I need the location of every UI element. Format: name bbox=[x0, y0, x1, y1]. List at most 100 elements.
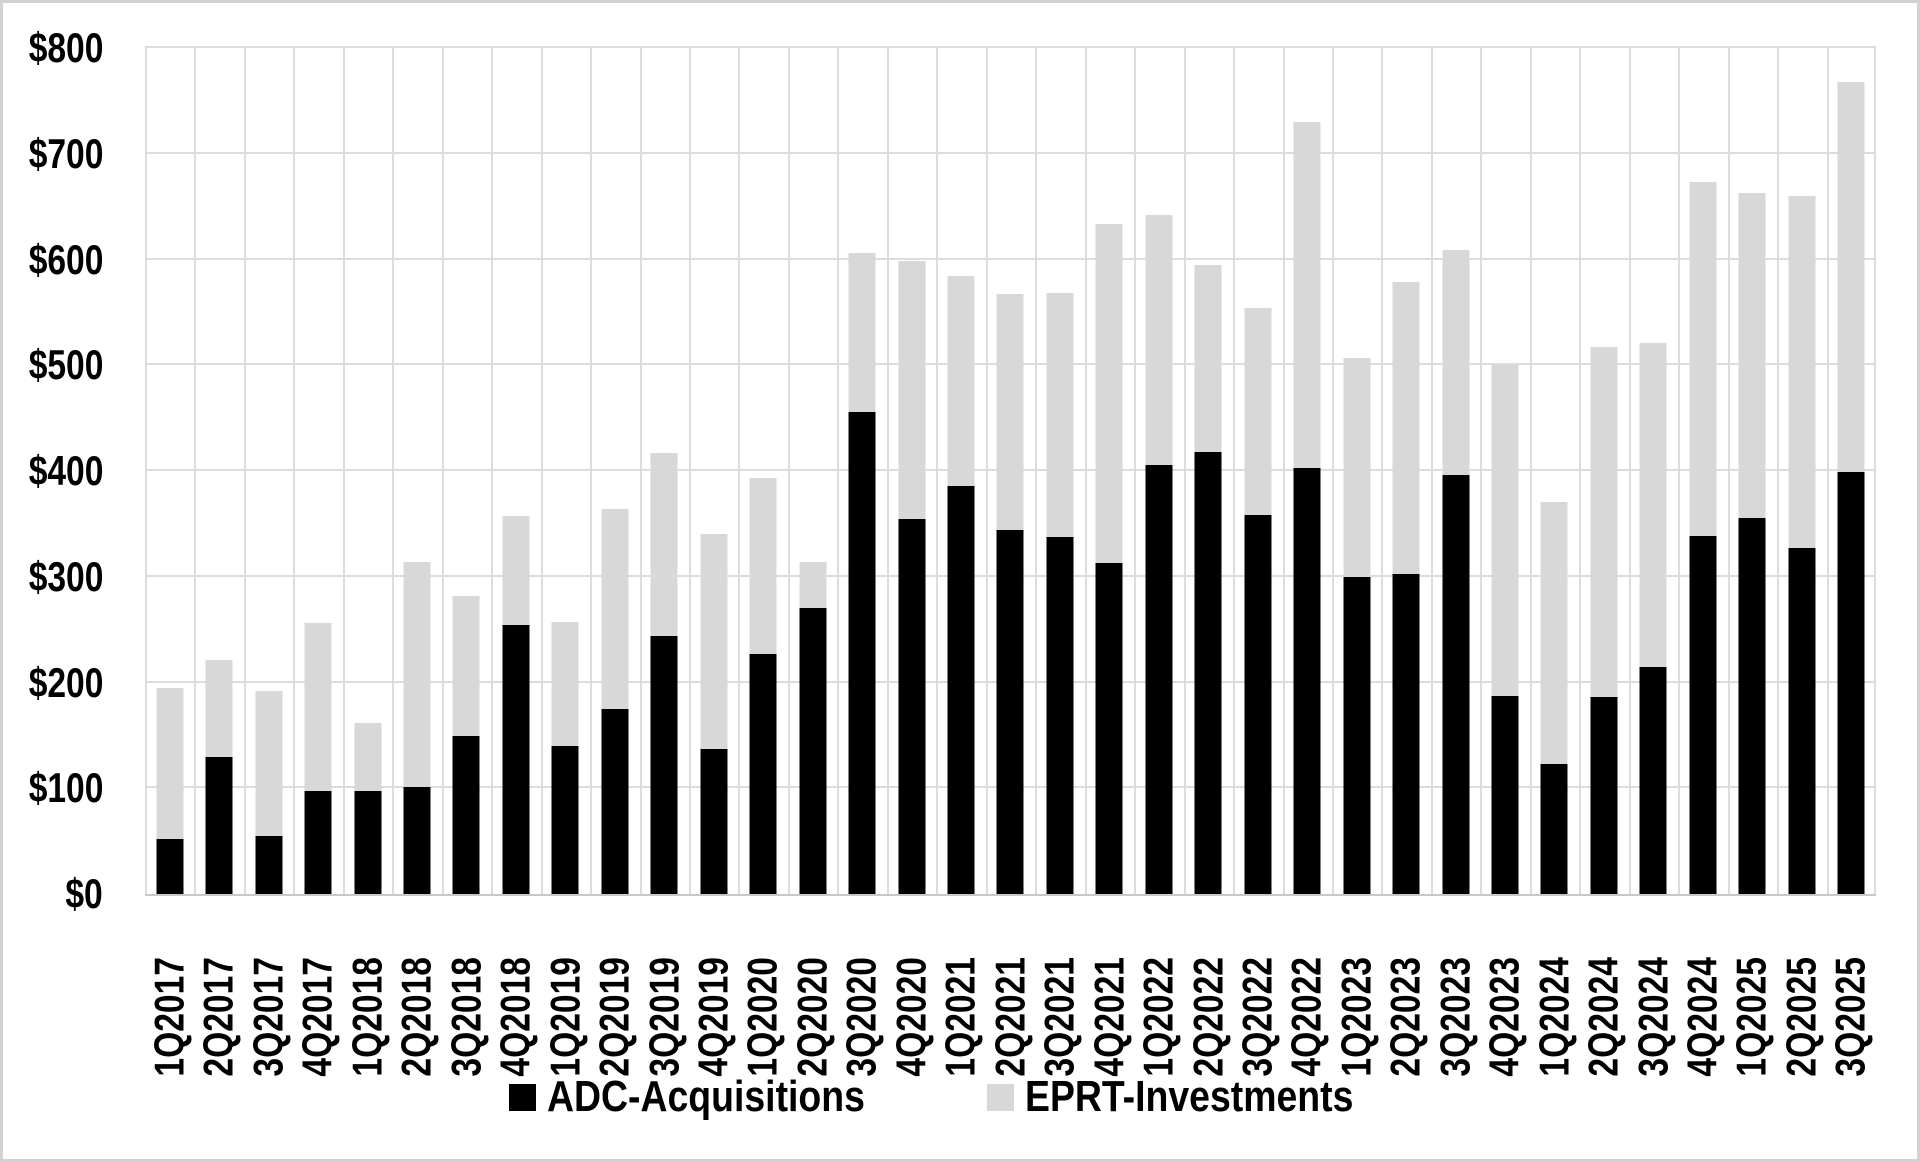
category-cell bbox=[1777, 48, 1826, 894]
vertical-gridline bbox=[1381, 48, 1383, 894]
vertical-gridline bbox=[442, 48, 444, 894]
vertical-gridline bbox=[1233, 48, 1235, 894]
x-tick-label: 2Q2021 bbox=[986, 957, 1034, 1077]
bar-1Q2017 bbox=[156, 687, 184, 894]
bar-segment-adc-acquisitions bbox=[255, 835, 283, 894]
bar-segment-eprt-investments bbox=[1095, 223, 1123, 564]
bar-1Q2022 bbox=[1145, 215, 1173, 894]
x-tick-label: 2Q2018 bbox=[392, 957, 440, 1077]
bar-segment-eprt-investments bbox=[156, 687, 184, 840]
bar-segment-adc-acquisitions bbox=[205, 756, 233, 894]
y-tick-label: $800 bbox=[28, 24, 103, 71]
x-tick-label: 1Q2018 bbox=[343, 957, 391, 1077]
category-cell bbox=[640, 48, 689, 894]
bar-4Q2017 bbox=[304, 623, 332, 894]
bar-segment-eprt-investments bbox=[452, 595, 480, 737]
bar-2Q2019 bbox=[601, 509, 629, 894]
bar-3Q2019 bbox=[650, 453, 678, 894]
y-tick-label: $200 bbox=[28, 658, 103, 706]
y-tick-label: $300 bbox=[28, 552, 103, 600]
x-axis-labels: 1Q2017 2Q2017 3Q2017 4Q2017 1Q2018 2Q2018 3Q20… bbox=[145, 906, 1876, 1077]
bar-segment-eprt-investments bbox=[1442, 250, 1469, 476]
y-tick-label: $0 bbox=[65, 870, 103, 917]
bar-4Q2021 bbox=[1095, 223, 1123, 894]
x-tick-label: 4Q2019 bbox=[689, 957, 737, 1077]
category-cell bbox=[293, 48, 342, 894]
x-tick-label: 1Q2023 bbox=[1332, 957, 1380, 1077]
category-cell bbox=[1035, 48, 1084, 894]
bar-3Q2020 bbox=[848, 253, 876, 894]
x-tick-label: 3Q2018 bbox=[442, 957, 490, 1077]
bar-segment-adc-acquisitions bbox=[1738, 517, 1766, 894]
category-cell bbox=[1728, 48, 1777, 894]
bar-segment-adc-acquisitions bbox=[1639, 666, 1667, 894]
x-tick-label: 1Q2019 bbox=[541, 957, 589, 1077]
bar-4Q2018 bbox=[502, 516, 530, 894]
bar-2Q2025 bbox=[1788, 196, 1816, 894]
y-tick-label: $700 bbox=[28, 129, 103, 177]
bar-4Q2024 bbox=[1689, 182, 1717, 894]
x-tick-label: 3Q2017 bbox=[244, 957, 292, 1077]
bar-segment-eprt-investments bbox=[1738, 192, 1766, 518]
y-tick-label: $400 bbox=[28, 447, 103, 494]
category-cell bbox=[837, 48, 886, 894]
vertical-gridline bbox=[343, 48, 345, 894]
x-tick-label: 4Q2024 bbox=[1678, 957, 1726, 1077]
x-tick-label: 1Q2017 bbox=[145, 957, 193, 1077]
bar-3Q2017 bbox=[255, 690, 283, 894]
bar-segment-adc-acquisitions bbox=[354, 791, 382, 894]
vertical-gridline bbox=[1678, 48, 1680, 894]
category-cell bbox=[1085, 48, 1134, 894]
bar-segment-eprt-investments bbox=[1788, 196, 1816, 549]
x-tick-label: 3Q2023 bbox=[1431, 957, 1479, 1077]
bar-segment-adc-acquisitions bbox=[551, 745, 579, 894]
bar-segment-adc-acquisitions bbox=[1046, 536, 1074, 894]
x-tick-label: 1Q2020 bbox=[739, 957, 787, 1077]
vertical-gridline bbox=[837, 48, 839, 894]
bar-segment-adc-acquisitions bbox=[799, 608, 827, 894]
bar-segment-eprt-investments bbox=[1194, 264, 1222, 452]
x-tick-label: 2Q2017 bbox=[195, 957, 243, 1077]
bar-segment-adc-acquisitions bbox=[848, 411, 876, 894]
bar-cells bbox=[145, 48, 1876, 894]
vertical-gridline bbox=[541, 48, 543, 894]
bar-segment-adc-acquisitions bbox=[156, 839, 184, 894]
horizontal-gridline bbox=[145, 151, 1876, 154]
bar-segment-adc-acquisitions bbox=[403, 787, 431, 894]
category-cell bbox=[442, 48, 491, 894]
x-tick-label: 3Q2022 bbox=[1233, 957, 1281, 1077]
x-tick-label: 2Q2020 bbox=[788, 957, 836, 1077]
x-tick-label: 1Q2025 bbox=[1728, 957, 1776, 1077]
bar-4Q2020 bbox=[898, 260, 926, 894]
bar-segment-adc-acquisitions bbox=[1392, 573, 1420, 894]
bar-segment-eprt-investments bbox=[749, 478, 777, 654]
x-tick-label: 2Q2019 bbox=[590, 957, 638, 1077]
vertical-gridline bbox=[244, 48, 246, 894]
y-tick-label: $100 bbox=[28, 764, 103, 812]
x-tick-label: 4Q2018 bbox=[491, 957, 539, 1077]
bar-segment-eprt-investments bbox=[1145, 215, 1173, 465]
category-cell bbox=[244, 48, 293, 894]
bar-segment-eprt-investments bbox=[1293, 122, 1321, 468]
x-tick-label: 2Q2025 bbox=[1777, 957, 1825, 1077]
bar-4Q2019 bbox=[700, 534, 728, 894]
x-tick-label: 1Q2021 bbox=[936, 957, 984, 1077]
bar-2Q2020 bbox=[799, 561, 827, 894]
bar-2Q2018 bbox=[403, 561, 431, 894]
bar-3Q2021 bbox=[1046, 293, 1074, 894]
legend-swatch bbox=[986, 1083, 1014, 1111]
x-tick-label: 3Q2020 bbox=[838, 957, 886, 1077]
bar-segment-adc-acquisitions bbox=[898, 518, 926, 894]
bar-segment-eprt-investments bbox=[354, 722, 382, 792]
category-cell bbox=[887, 48, 936, 894]
category-cell bbox=[788, 48, 837, 894]
vertical-gridline bbox=[887, 48, 889, 894]
x-tick-label: 4Q2021 bbox=[1085, 957, 1133, 1077]
bar-2Q2022 bbox=[1194, 264, 1222, 894]
category-cell bbox=[1579, 48, 1628, 894]
bar-3Q2023 bbox=[1442, 250, 1469, 894]
category-cell bbox=[1134, 48, 1183, 894]
x-tick-label: 4Q2017 bbox=[294, 957, 342, 1077]
vertical-gridline bbox=[1184, 48, 1186, 894]
vertical-gridline bbox=[1283, 48, 1285, 894]
